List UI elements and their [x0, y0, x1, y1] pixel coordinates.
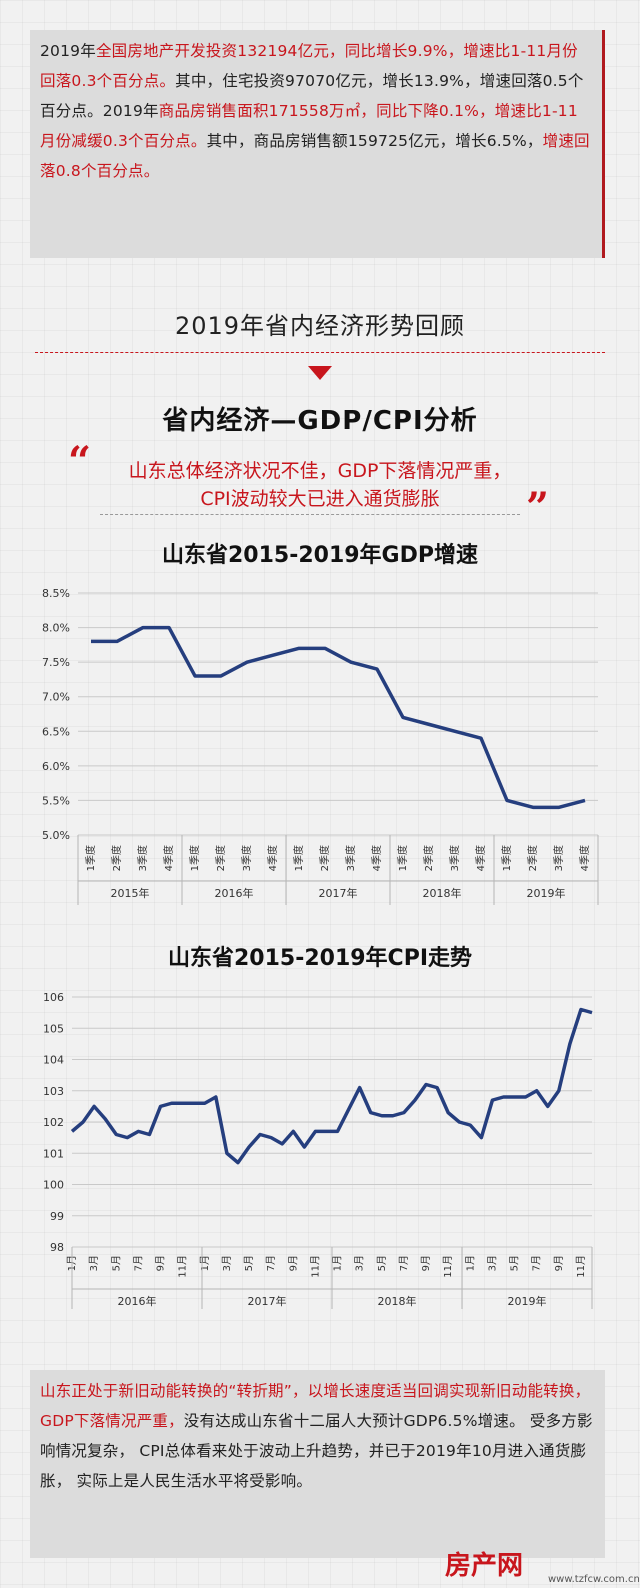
x-group-label: 2018年 [423, 886, 462, 900]
close-quote-icon: ” [526, 484, 550, 531]
site-logo: 房产网 [445, 1551, 524, 1581]
y-tick-label: 8.5% [42, 587, 70, 600]
x-tick-label: 1月 [199, 1255, 211, 1271]
x-tick-label: 1季度 [84, 845, 97, 871]
y-tick-label: 102 [43, 1116, 64, 1129]
x-tick-label: 11月 [177, 1255, 189, 1278]
x-tick-label: 5月 [243, 1255, 255, 1271]
y-tick-label: 105 [43, 1022, 64, 1035]
x-group-label: 2018年 [378, 1294, 417, 1308]
x-tick-label: 3季度 [552, 845, 565, 871]
site-url: www.tzfcw.com.cn [548, 1574, 640, 1585]
x-group-label: 2019年 [527, 886, 566, 900]
x-tick-label: 5月 [376, 1255, 388, 1271]
gdp-series-line [91, 625, 586, 810]
x-tick-label: 4季度 [266, 845, 279, 871]
y-tick-label: 101 [43, 1147, 64, 1160]
section-divider [35, 352, 605, 353]
y-tick-label: 104 [43, 1054, 64, 1067]
x-tick-label: 1季度 [188, 845, 201, 871]
x-tick-label: 1季度 [500, 845, 513, 871]
y-tick-label: 6.0% [42, 760, 70, 773]
x-tick-label: 2季度 [526, 845, 539, 871]
cpi-line-chart: 98 99 100 101 102 103 104 105 106 1月 3月 5月 7月 9月 11月 1月… [43, 991, 593, 1309]
y-tick-label: 6.5% [42, 725, 70, 738]
x-tick-label: 5月 [110, 1255, 122, 1271]
quote-underline [100, 514, 520, 515]
text-segment: 商品房销售面积171558万㎡，同比下降0.1%，增速比1-11月份减缓0.3个… [40, 102, 578, 150]
x-group-label: 2017年 [319, 886, 358, 900]
x-group-label: 2016年 [118, 1294, 157, 1308]
text-segment: 全国房地产开发投资132194亿元，同比增长9.9%，增速比1-11月份回落0.… [40, 42, 578, 90]
quote-line-1: 山东总体经济状况不佳，GDP下落情况严重， [128, 460, 512, 482]
x-tick-label: 9月 [287, 1255, 299, 1271]
x-tick-label: 4季度 [162, 845, 175, 871]
x-tick-label: 2季度 [422, 845, 435, 871]
text-segment: 其中，住宅投资97070亿元，增长13.9%，增速回落0.5个百分点。2019年 [40, 72, 584, 120]
open-quote-icon: “ [68, 438, 92, 485]
y-tick-label: 7.0% [42, 691, 70, 704]
x-tick-label: 3月 [486, 1255, 498, 1271]
down-arrow-icon [308, 366, 332, 380]
x-tick-label: 3季度 [344, 845, 357, 871]
cpi-chart-title: 山东省2015-2019年CPI走势 [167, 946, 473, 971]
x-group-label: 2019年 [508, 1294, 547, 1308]
x-tick-label: 2季度 [214, 845, 227, 871]
x-tick-label: 1月 [464, 1255, 476, 1271]
x-tick-label: 3季度 [448, 845, 461, 871]
x-tick-label: 7月 [398, 1255, 410, 1271]
y-tick-label: 103 [43, 1085, 64, 1098]
x-tick-label: 3月 [354, 1255, 366, 1271]
y-tick-label: 100 [43, 1179, 64, 1192]
text-segment: 其中，商品房销售额159725亿元，增长6.5%， [206, 132, 543, 150]
x-tick-label: 4季度 [474, 845, 487, 871]
x-tick-label: 2季度 [110, 845, 123, 871]
x-group-label: 2017年 [248, 1294, 287, 1308]
x-tick-label: 4季度 [370, 845, 383, 871]
x-tick-label: 7月 [132, 1255, 144, 1271]
text-segment: 没有达成山东省十二届人大预计GDP6.5%增速。 受多方影响情况复杂， CPI总… [40, 1412, 593, 1490]
x-tick-label: 5月 [509, 1255, 521, 1271]
quote-line-2: CPI波动较大已进入通货膨胀 [200, 488, 440, 510]
cpi-series-line [70, 1007, 593, 1165]
x-tick-label: 7月 [531, 1255, 543, 1271]
y-tick-label: 99 [50, 1210, 64, 1223]
x-tick-label: 9月 [553, 1255, 565, 1271]
gdp-chart-title: 山东省2015-2019年GDP增速 [161, 543, 479, 568]
x-tick-label: 7月 [265, 1255, 277, 1271]
gdp-line-chart: 5.0% 5.5% 6.0% 6.5% 7.0% 7.5% 8.0% 8.5% 1季度 2季度 3季… [42, 587, 599, 905]
text-segment: 2019年 [40, 42, 96, 60]
conclusion-box: 山东正处于新旧动能转换的“转折期”，以增长速度适当回调实现新旧动能转换，GDP下… [30, 1370, 605, 1558]
y-tick-label: 5.5% [42, 794, 70, 807]
y-tick-label: 8.0% [42, 622, 70, 635]
x-group-label: 2016年 [215, 886, 254, 900]
x-tick-label: 11月 [309, 1255, 321, 1278]
y-tick-label: 5.0% [42, 829, 70, 842]
x-tick-label: 9月 [420, 1255, 432, 1271]
x-group-label: 2015年 [111, 886, 150, 900]
section-title: 2019年省内经济形势回顾 [174, 312, 466, 340]
x-tick-label: 3月 [88, 1255, 100, 1271]
x-tick-label: 1季度 [396, 845, 409, 871]
text-segment: 增速回落0.8个百分点。 [40, 132, 590, 180]
x-tick-label: 11月 [442, 1255, 454, 1278]
text-segment: 山东正处于新旧动能转换的“转折期”，以增长速度适当回调实现新旧动能转换，GDP下… [40, 1382, 591, 1430]
x-tick-label: 3季度 [240, 845, 253, 871]
x-tick-label: 11月 [575, 1255, 587, 1278]
y-tick-label: 7.5% [42, 656, 70, 669]
x-tick-label: 1月 [332, 1255, 344, 1271]
x-tick-label: 4季度 [578, 845, 591, 871]
intro-summary-box: 2019年全国房地产开发投资132194亿元，同比增长9.9%，增速比1-11月… [30, 30, 605, 258]
x-tick-label: 1季度 [292, 845, 305, 871]
y-tick-label: 106 [43, 991, 64, 1004]
x-tick-label: 9月 [155, 1255, 167, 1271]
x-tick-label: 2季度 [318, 845, 331, 871]
x-tick-label: 3月 [221, 1255, 233, 1271]
x-tick-label: 3季度 [136, 845, 149, 871]
subsection-title: 省内经济—GDP/CPI分析 [162, 406, 478, 436]
y-tick-label: 98 [50, 1241, 64, 1254]
